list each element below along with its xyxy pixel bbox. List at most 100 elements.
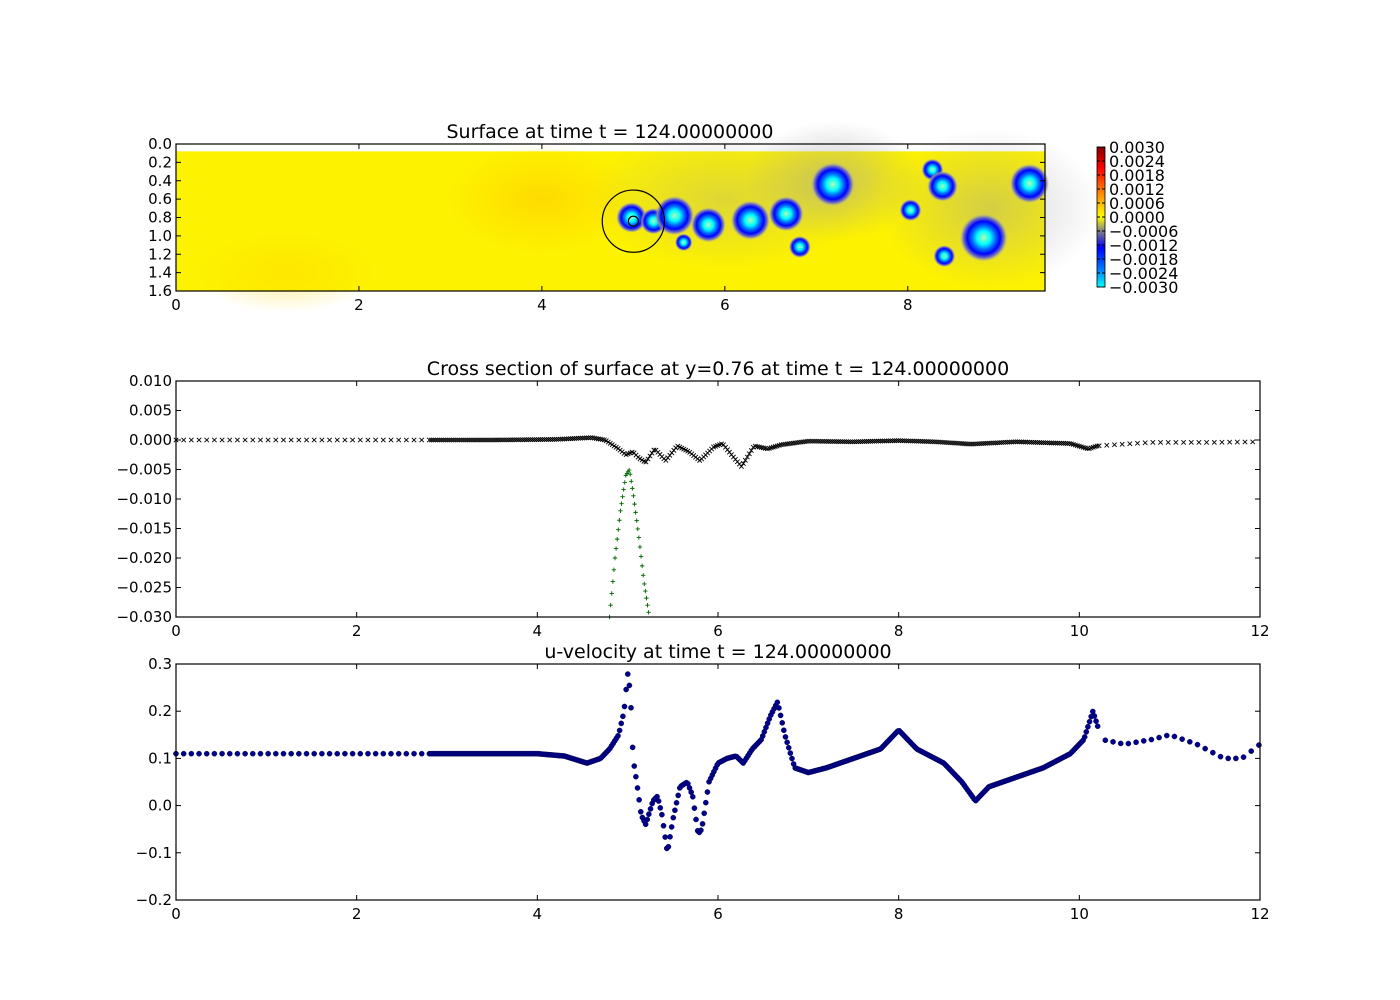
velocity-point [642,821,649,828]
surface-point [830,438,836,445]
hm-y-tick-label: 1.0 [148,227,172,245]
body-point [641,573,646,578]
vortex [1009,163,1050,204]
heatmap-panel: Surface at time t = 124.00000000 0 2 4 6 80.… [148,120,1101,314]
surface-point [1104,442,1110,448]
velocity-point [644,816,651,823]
body-point [638,554,644,559]
velocity-point [673,800,680,806]
surface-point [744,454,750,460]
body-point [637,544,643,550]
surface-point [782,441,788,447]
velocity-point [774,699,781,706]
body-point [634,518,639,523]
velocity-point [624,671,631,677]
velocity-point [372,750,379,757]
vortex [933,245,956,268]
uv-x-tick-label: 10 [1070,905,1089,923]
surface-point [434,437,440,443]
velocity-point [689,793,696,800]
hm-y-tick-label: 1.6 [148,282,172,300]
body-point [636,535,642,540]
surface-point [506,437,512,443]
body-point [631,493,636,499]
velocity-point [660,822,667,829]
surface-point [907,438,913,444]
surface-point [1173,439,1179,445]
surface-point [816,438,822,444]
velocity-point [631,763,638,769]
surface-point [1150,439,1156,445]
surface-point [1025,439,1031,445]
velocity-point [1085,723,1091,730]
colorbar-ticks: 0.00300.00240.00180.00120.00060.0000−0.0… [1097,138,1178,297]
surface-point [852,439,858,445]
surface-point [953,440,959,446]
velocity-point [288,750,294,757]
surface-point [1134,440,1141,446]
surface-point [1050,440,1056,446]
surface-point [1196,439,1202,445]
velocity-point [1133,739,1139,746]
surface-point [304,437,310,443]
surface-point [196,437,202,443]
surface-point [1046,440,1052,446]
surface-point [790,440,796,446]
uv-x-tick-label: 6 [713,905,723,923]
velocity-point [785,744,792,751]
surface-point [933,439,939,445]
surface-point [1001,439,1007,445]
body-point [612,555,618,561]
cross-section-frame [175,380,1261,618]
surface-point [1234,439,1240,445]
vortex [616,202,647,233]
surface-point [522,437,528,443]
cross-section-marks [173,435,1256,620]
body-point [630,486,635,491]
velocity-point [646,811,652,817]
velocity-point [1110,739,1116,745]
surface-point [959,441,965,447]
surface-point [419,437,425,443]
velocity-point [242,750,248,757]
surface-point [1036,440,1043,446]
velocity-point [704,789,711,795]
surface-point [913,438,919,444]
surface-point [820,438,826,444]
surface-point [250,437,256,443]
surface-point [327,437,333,443]
velocity-point [703,799,709,806]
surface-point [494,437,500,443]
velocity-point [629,744,636,751]
velocity-point [1094,723,1101,730]
surface-point [971,441,977,447]
velocity-point [249,750,256,757]
surface-point [474,437,480,443]
surface-point [319,437,325,443]
colorbar-tick-label: −0.0006 [1109,222,1178,241]
velocity-point [789,755,795,762]
surface-point [937,439,943,445]
velocity-point [1194,741,1201,748]
surface-point [862,438,868,444]
surface-point [1242,439,1248,445]
surface-point [265,437,271,443]
surface-point [1094,443,1100,449]
surface-point [569,436,575,442]
surface-point [822,438,828,444]
surface-point [456,437,462,443]
velocity-point [672,807,678,814]
surface-point [242,437,248,443]
surface-point [1111,442,1117,448]
velocity-point [1240,754,1247,760]
surface-point [872,438,878,444]
body-point [645,603,650,608]
colorbar-tick-label: 0.0024 [1109,152,1165,171]
surface-point [560,436,566,442]
cs-x-tick-label: 6 [713,622,723,640]
surface-point [440,437,446,443]
velocity-point [691,805,698,811]
surface-point [211,437,217,443]
surface-point [468,437,474,443]
surface-point [510,437,516,443]
